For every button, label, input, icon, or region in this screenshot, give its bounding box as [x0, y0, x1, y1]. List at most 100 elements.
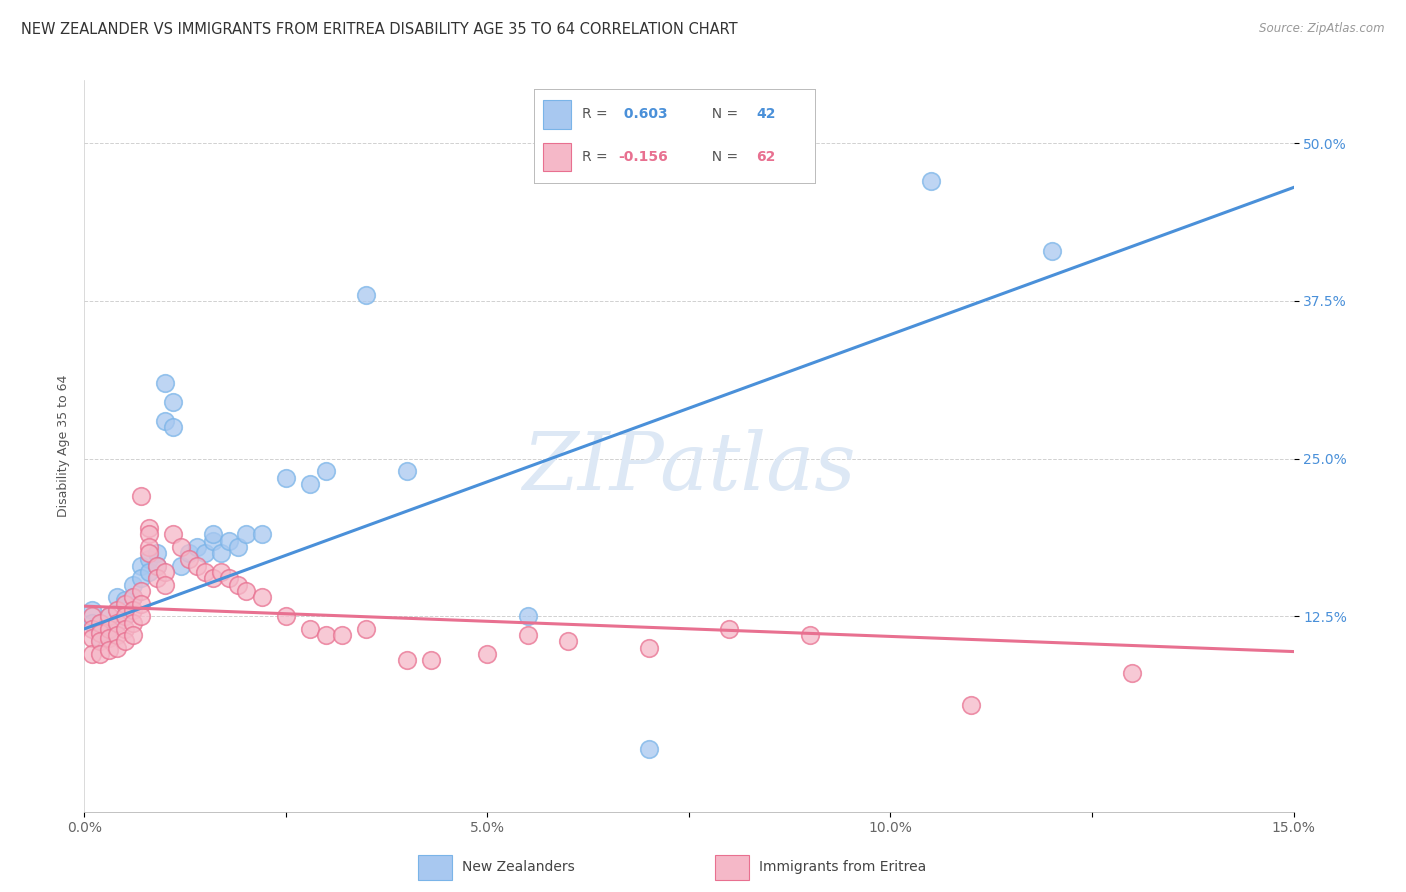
- Point: [89, 631, 111, 645]
- Text: -0.156: -0.156: [619, 150, 668, 163]
- Point: [202, 533, 225, 548]
- Text: NEW ZEALANDER VS IMMIGRANTS FROM ERITREA DISABILITY AGE 35 TO 64 CORRELATION CHA: NEW ZEALANDER VS IMMIGRANTS FROM ERITREA…: [21, 22, 738, 37]
- Text: Immigrants from Eritrea: Immigrants from Eritrea: [759, 861, 927, 874]
- Point: [129, 490, 152, 504]
- Point: [105, 615, 128, 630]
- Point: [202, 527, 225, 541]
- Point: [250, 527, 273, 541]
- Point: [920, 174, 942, 188]
- Point: [138, 552, 160, 566]
- Text: 0.603: 0.603: [619, 108, 668, 121]
- Point: [299, 622, 322, 636]
- Point: [146, 546, 169, 560]
- Point: [138, 527, 160, 541]
- Point: [202, 571, 225, 585]
- Text: Source: ZipAtlas.com: Source: ZipAtlas.com: [1260, 22, 1385, 36]
- Point: [146, 571, 169, 585]
- Point: [235, 584, 257, 599]
- Point: [162, 527, 184, 541]
- Text: N =: N =: [703, 108, 742, 121]
- Point: [105, 628, 128, 642]
- Point: [138, 546, 160, 560]
- Point: [274, 609, 297, 624]
- Point: [121, 591, 143, 605]
- Point: [420, 653, 443, 667]
- Point: [235, 527, 257, 541]
- Bar: [543, 143, 571, 170]
- Point: [82, 647, 104, 661]
- Point: [153, 578, 176, 592]
- Point: [82, 622, 104, 636]
- Point: [218, 533, 240, 548]
- Text: R =: R =: [582, 150, 612, 163]
- Point: [114, 597, 136, 611]
- Point: [129, 571, 152, 585]
- Point: [179, 552, 201, 566]
- Point: [477, 647, 499, 661]
- Point: [129, 584, 152, 599]
- Point: [114, 622, 136, 636]
- Point: [153, 414, 176, 428]
- Point: [97, 622, 120, 636]
- Bar: [716, 855, 749, 880]
- Point: [315, 628, 337, 642]
- Point: [146, 558, 169, 573]
- Point: [146, 558, 169, 573]
- Point: [97, 631, 120, 645]
- Point: [637, 640, 659, 655]
- Point: [105, 615, 128, 630]
- Point: [162, 420, 184, 434]
- Point: [129, 609, 152, 624]
- Point: [138, 521, 160, 535]
- Point: [1040, 244, 1063, 258]
- Bar: [543, 101, 571, 128]
- Text: R =: R =: [582, 108, 612, 121]
- Point: [356, 287, 378, 301]
- Point: [138, 565, 160, 579]
- Point: [718, 622, 741, 636]
- Point: [114, 609, 136, 624]
- Text: N =: N =: [703, 150, 742, 163]
- Point: [82, 609, 104, 624]
- Point: [516, 609, 538, 624]
- Point: [186, 540, 208, 554]
- Point: [250, 591, 273, 605]
- Point: [82, 631, 104, 645]
- Point: [209, 565, 232, 579]
- Point: [97, 609, 120, 624]
- Point: [395, 464, 418, 478]
- Point: [129, 558, 152, 573]
- Point: [170, 558, 193, 573]
- Point: [226, 540, 249, 554]
- Point: [105, 640, 128, 655]
- Point: [114, 609, 136, 624]
- Bar: [419, 855, 453, 880]
- Point: [89, 634, 111, 648]
- Point: [82, 603, 104, 617]
- Point: [153, 376, 176, 390]
- Point: [121, 603, 143, 617]
- Point: [315, 464, 337, 478]
- Point: [186, 558, 208, 573]
- Point: [299, 476, 322, 491]
- Point: [960, 698, 983, 712]
- Point: [274, 470, 297, 484]
- Point: [89, 625, 111, 640]
- Point: [89, 622, 111, 636]
- Text: New Zealanders: New Zealanders: [461, 861, 575, 874]
- Point: [162, 395, 184, 409]
- Point: [105, 591, 128, 605]
- Point: [114, 592, 136, 607]
- Point: [637, 741, 659, 756]
- Text: ZIPatlas: ZIPatlas: [522, 429, 856, 507]
- Point: [1121, 665, 1143, 680]
- Point: [179, 546, 201, 560]
- Point: [153, 565, 176, 579]
- Point: [218, 571, 240, 585]
- Point: [82, 615, 104, 630]
- Point: [89, 615, 111, 630]
- Point: [121, 591, 143, 605]
- Point: [97, 609, 120, 624]
- Text: 42: 42: [756, 108, 776, 121]
- Point: [129, 597, 152, 611]
